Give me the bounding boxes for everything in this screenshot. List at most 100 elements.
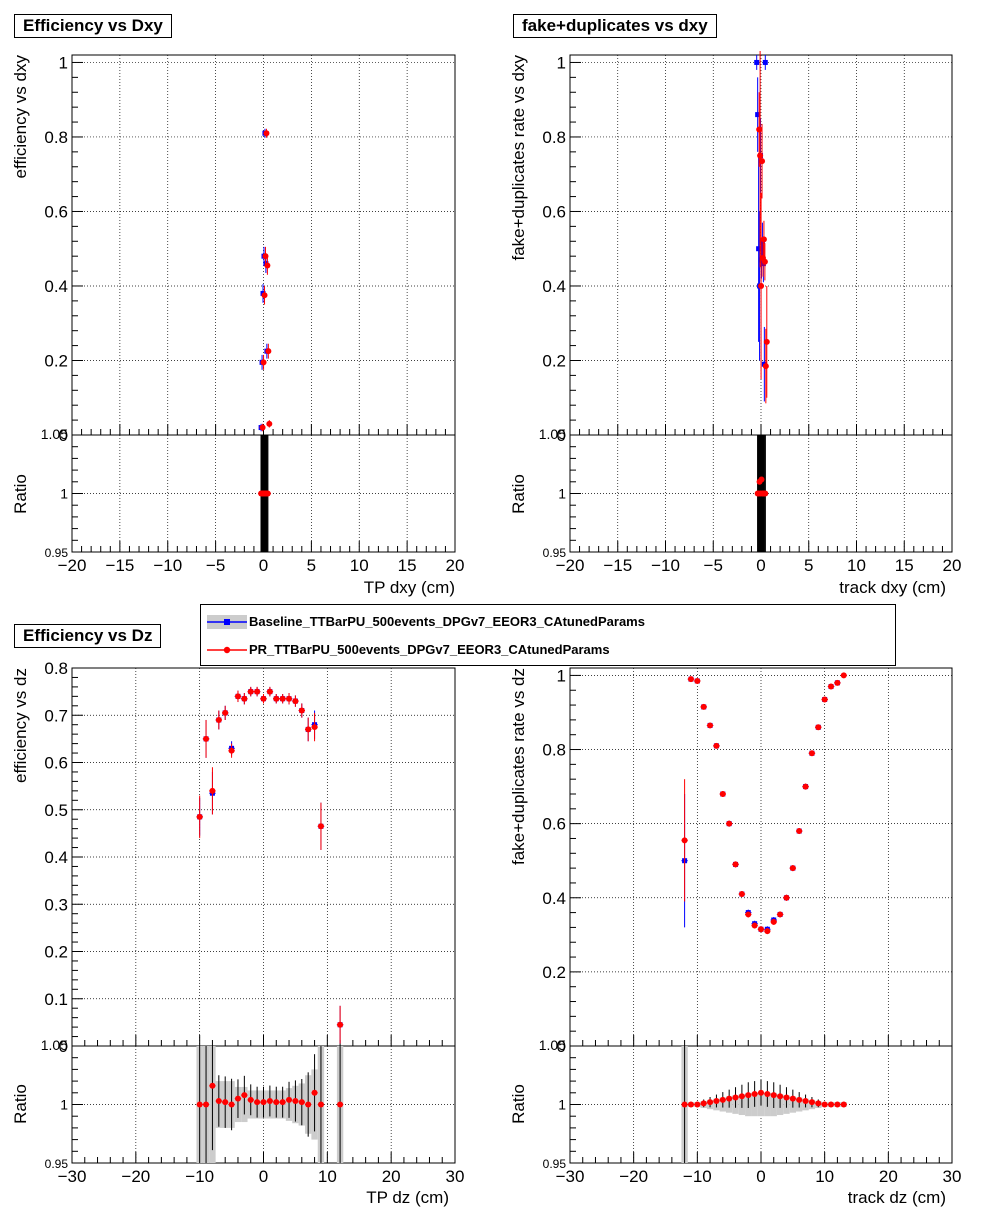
ratio-point <box>234 1095 241 1102</box>
y-tick-label: 0.8 <box>44 659 68 678</box>
y-axis-label: fake+duplicates rate vs dz <box>509 668 528 865</box>
ratio-axis-label: Ratio <box>509 474 528 514</box>
x-tick-label: −30 <box>556 1167 585 1186</box>
y-tick-label: 0.2 <box>44 943 68 962</box>
data-point-pr <box>840 672 847 679</box>
data-point-pr <box>203 735 210 742</box>
x-tick-label: 15 <box>398 556 417 575</box>
data-point-pr <box>758 282 765 289</box>
data-point-pr <box>260 695 267 702</box>
x-tick-label: −20 <box>58 556 87 575</box>
data-point-pr <box>311 724 318 731</box>
chart-title-fake-dxy: fake+duplicates vs dxy <box>513 14 717 38</box>
data-point-pr <box>713 742 720 749</box>
x-tick-label: −20 <box>556 556 585 575</box>
x-tick-label: −10 <box>153 556 182 575</box>
data-point-pr <box>254 688 261 695</box>
y-tick-label: 0.6 <box>44 754 68 773</box>
data-point-pr <box>707 722 714 729</box>
ratio-point <box>203 1101 210 1108</box>
ratio-tick-label: 0.95 <box>543 546 567 560</box>
y-tick-label: 0.7 <box>44 706 68 725</box>
y-tick-label: 0.6 <box>44 202 68 221</box>
data-point-pr <box>745 911 752 918</box>
ratio-point <box>254 1099 261 1106</box>
data-point-pr <box>298 707 305 714</box>
x-tick-label: −5 <box>206 556 225 575</box>
legend-label-pr: PR_TTBarPU_500events_DPGv7_EEOR3_CAtuned… <box>249 642 610 657</box>
legend: Baseline_TTBarPU_500events_DPGv7_EEOR3_C… <box>200 604 896 666</box>
ratio-point <box>713 1097 720 1104</box>
data-point-pr <box>266 688 273 695</box>
data-point-pr <box>783 894 790 901</box>
x-tick-label: 0 <box>756 1167 765 1186</box>
x-tick-label: 0 <box>259 1167 268 1186</box>
chart-title-efficiency-dz: Efficiency vs Dz <box>14 624 162 648</box>
data-point-pr <box>761 258 768 265</box>
y-tick-label: 0.2 <box>44 351 68 370</box>
ratio-point <box>726 1095 733 1102</box>
ratio-point <box>286 1096 293 1103</box>
y-tick-label: 0.5 <box>44 801 68 820</box>
ratio-point <box>738 1093 745 1100</box>
data-point-pr <box>732 861 739 868</box>
ratio-tick-label: 1 <box>60 1097 68 1113</box>
y-tick-label: 1 <box>59 53 68 72</box>
data-point-pr <box>821 696 828 703</box>
legend-marker-pr-icon <box>207 646 247 654</box>
y-tick-label: 0.6 <box>542 815 566 834</box>
x-axis-label: track dxy (cm) <box>839 578 946 597</box>
data-point-pr <box>228 747 235 754</box>
main-plot-area <box>258 128 273 432</box>
ratio-point <box>311 1089 318 1096</box>
chart-panel-0: −20 −15 −10 −5 0 5 10 15 20 0 0.2 0.4 0.6 0.8 1 0.95 1 1.… <box>11 53 464 597</box>
data-point-pr <box>259 424 266 431</box>
ratio-axis-label: Ratio <box>11 1084 30 1124</box>
data-point-pr <box>292 698 299 705</box>
ratio-point <box>770 1092 777 1099</box>
data-point-pr <box>286 695 293 702</box>
ratio-tick-label: 0.95 <box>45 546 69 560</box>
ratio-point <box>758 1089 764 1096</box>
x-tick-label: 0 <box>259 556 268 575</box>
x-tick-label: −5 <box>704 556 723 575</box>
x-axis-label: TP dxy (cm) <box>364 578 455 597</box>
legend-label-baseline: Baseline_TTBarPU_500events_DPGv7_EEOR3_C… <box>249 614 645 629</box>
main-plot-area <box>681 672 847 935</box>
ratio-point <box>241 1092 248 1099</box>
legend-entry-baseline: Baseline_TTBarPU_500events_DPGv7_EEOR3_C… <box>201 609 895 635</box>
data-point-pr <box>209 787 216 794</box>
ratio-axis-label: Ratio <box>11 474 30 514</box>
ratio-plot-area <box>196 1046 344 1163</box>
ratio-point <box>700 1100 707 1107</box>
y-tick-label: 0 <box>59 426 68 445</box>
y-tick-label: 0.8 <box>542 128 566 147</box>
ratio-point <box>264 490 271 497</box>
data-point-pr <box>777 911 784 918</box>
ratio-point <box>222 1099 229 1106</box>
ratio-tick-label: 1.05 <box>41 1037 68 1053</box>
data-point-pr <box>758 926 764 933</box>
data-point-pr <box>719 791 726 797</box>
ratio-point <box>260 1099 267 1106</box>
ratio-tick-label: 1 <box>60 486 68 502</box>
data-point-pr <box>834 679 841 686</box>
ratio-point <box>707 1099 714 1106</box>
ratio-point <box>305 1101 312 1108</box>
ratio-point <box>821 1101 828 1108</box>
data-point-pr <box>260 359 267 366</box>
data-point-pr <box>694 677 701 684</box>
y-tick-label: 0.8 <box>44 128 68 147</box>
ratio-point <box>751 1090 758 1097</box>
ratio-tick-label: 1.05 <box>41 426 68 442</box>
y-tick-label: 0.1 <box>44 990 68 1009</box>
data-point-pr <box>196 813 203 820</box>
ratio-point <box>317 1101 324 1108</box>
ratio-point <box>247 1096 254 1103</box>
ratio-point <box>783 1094 790 1101</box>
data-point-pr <box>700 703 707 710</box>
ratio-point <box>828 1101 835 1108</box>
data-point-pr <box>264 262 271 269</box>
chart-panel-2: −30 −20 −10 0 10 20 30 0 0.1 0.2 0.3 0.4 0.5 0.6 0.7 0.… <box>11 659 464 1207</box>
x-tick-label: 15 <box>895 556 914 575</box>
